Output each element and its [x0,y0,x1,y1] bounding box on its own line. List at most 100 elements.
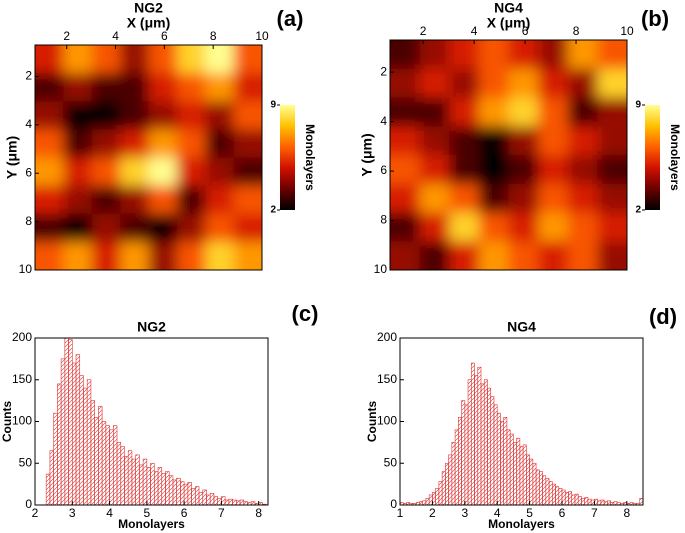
heatmap-cell [567,183,598,213]
histogram-bar [75,354,81,506]
histogram-bar [519,446,524,506]
heatmap-cell [63,241,93,270]
histogram-bar [503,417,508,506]
histogram-bar [509,433,514,506]
histogram-bar [187,482,192,506]
heatmap-cell [148,157,178,187]
x-tick-label: 5 [143,506,150,520]
histogram-bar [168,475,174,506]
heatmap-cells [390,40,627,270]
heatmap-cell [176,241,206,270]
heatmap-cell [538,155,569,185]
heatmap-cell [176,157,206,187]
heatmap-cell [478,126,509,156]
y-axis-label: Y (μm) [359,133,375,176]
heatmap-cell [597,97,627,127]
x-tick-label: 10 [255,29,269,43]
heatmap-cell [390,126,421,156]
y-tick-label: 50 [384,455,398,469]
heatmap-area [390,40,627,270]
heatmap-cell [233,101,262,130]
heatmap-cell [148,45,178,74]
histogram-bar [506,429,511,506]
histogram-bar [448,454,453,506]
heatmap-area [35,45,262,270]
histogram-bar [461,400,466,506]
plot-frame [389,39,628,271]
histogram-bar [161,472,166,506]
histogram-bar [532,462,537,506]
histogram-bar [522,444,527,506]
x-tick-label: 2 [63,29,70,43]
y-tick-label: 2 [380,64,387,78]
y-tick-label: 6 [380,163,387,177]
colorbar-label: Monolayers [303,124,317,191]
colorbar-tick-label: 2 [270,205,276,216]
heatmap-cell [35,241,64,270]
panel-label: (b) [641,6,669,31]
x-tick-label: 8 [210,29,217,43]
heatmap-cell [35,213,64,243]
histogram-bar [101,421,107,506]
heatmap-cell [35,45,64,74]
heatmap-cell [91,101,121,130]
histogram-bar [422,500,427,506]
heatmap-cell [478,241,509,270]
histogram-bar [45,473,51,506]
histogram-bar [83,387,88,506]
heatmap-cell [567,212,598,242]
heatmap-cell [63,73,93,102]
heatmap-cell [148,213,178,243]
chart-title: NG4 [494,0,523,16]
heatmap-cell [390,97,421,127]
histogram-bar [597,500,602,506]
x-tick-label: 8 [573,24,580,38]
histogram-bar [584,497,589,506]
heatmap-cell [120,101,149,130]
heatmap-cell [478,155,509,185]
x-axis-label: Monolayers [488,517,555,531]
heatmap-cell [597,68,627,98]
histogram-bar [250,501,256,506]
heatmap-cell [508,155,539,185]
histogram-bar [568,491,573,506]
y-axis-label: Counts [365,401,379,443]
histogram-bar [441,471,446,506]
x-tick-label: 6 [161,29,168,43]
heatmap-cell [538,68,569,98]
heatmap-cell [390,68,421,98]
heatmap-cell [508,126,539,156]
heatmap-cell [449,183,480,213]
heatmap-cell [148,73,178,102]
y-tick-label: 150 [12,372,32,386]
heatmap-cell [233,185,262,215]
heatmap-cell [205,241,235,270]
heatmap-cell [176,185,206,215]
heatmap-cell [419,212,450,242]
histogram-bar [124,456,129,506]
y-tick-label: 200 [12,330,32,344]
heatmap-cell [91,213,121,243]
heatmap-cell [205,129,235,158]
histogram-bar [607,500,611,506]
histogram-bar [183,483,189,506]
histogram-bar [551,483,556,506]
y-tick-label: 50 [19,455,33,469]
histogram-bar [458,417,462,506]
heatmap-cell [176,129,206,158]
colorbar-tick-label: 2 [635,205,641,216]
panel-label: (c) [292,301,319,326]
y-tick-label: 0 [390,497,397,511]
heatmap-cell [508,212,539,242]
histogram-bar [228,498,233,506]
histogram-bar [120,446,125,506]
x-tick-label: 8 [255,506,262,520]
heatmap-cell [63,45,93,74]
heatmap-cell [205,213,235,243]
heatmap-cell [508,97,539,127]
histogram-bar [243,501,248,506]
heatmap-cell [91,185,121,215]
histogram-bar [180,481,185,506]
heatmap-cell [205,185,235,215]
heatmap-cell [91,73,121,102]
